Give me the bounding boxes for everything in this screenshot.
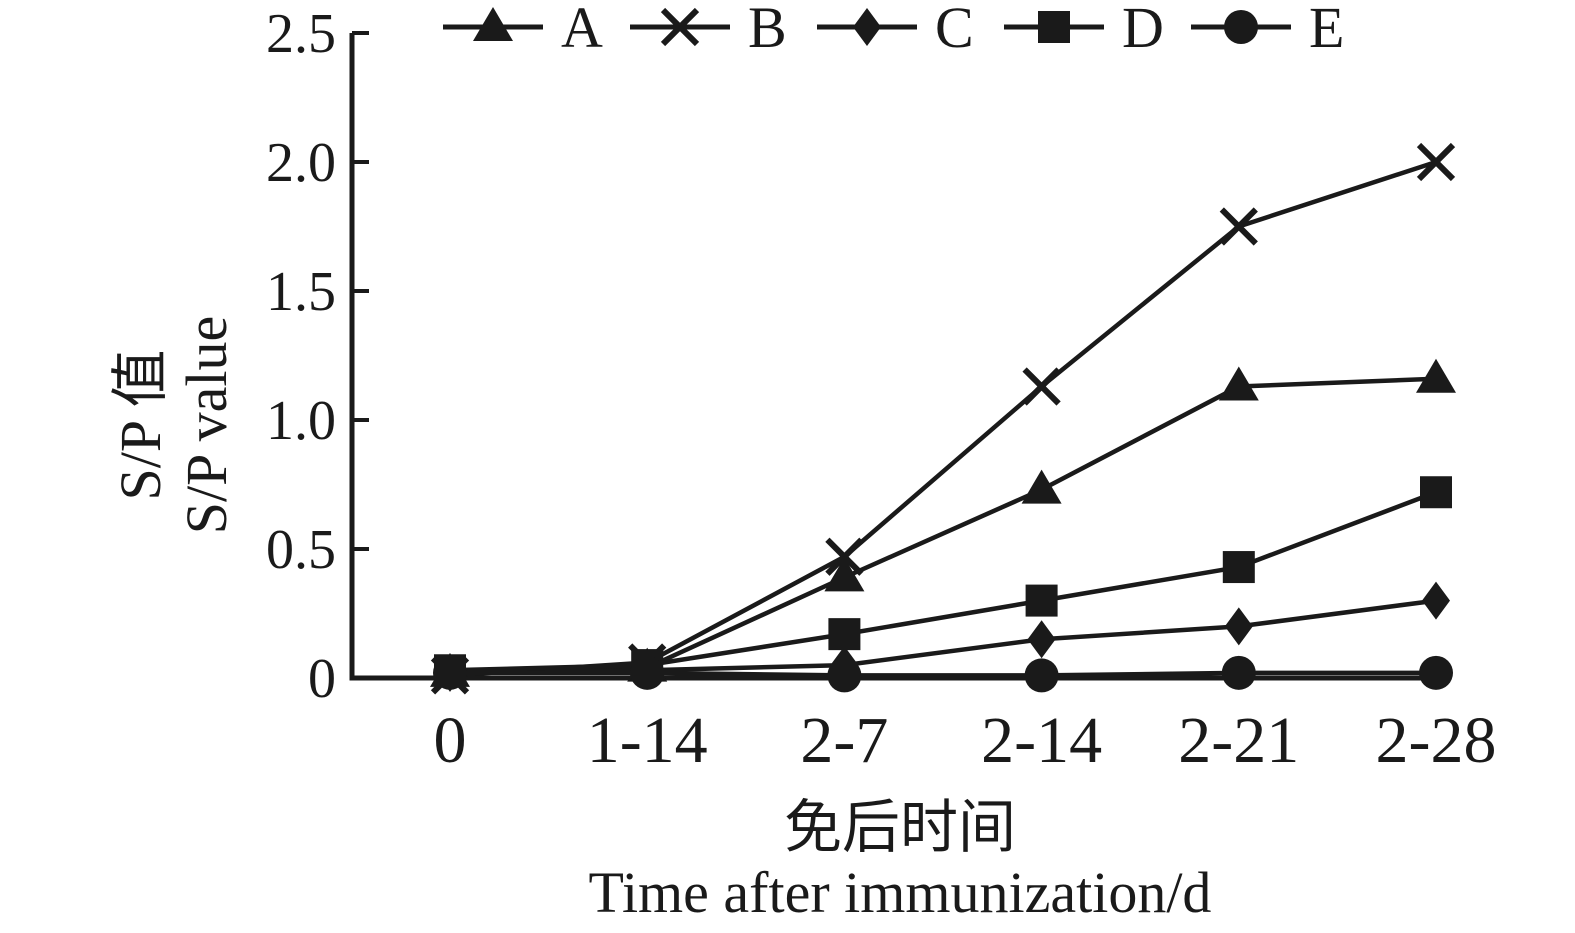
series-B-line bbox=[449, 159, 1437, 678]
y-tick-label: 0 bbox=[308, 648, 336, 710]
series-B-marker bbox=[1022, 367, 1061, 406]
legend: A B C D E bbox=[443, 0, 1344, 60]
legend-label-B: B bbox=[748, 0, 787, 60]
x-tick-label: 0 bbox=[434, 704, 467, 777]
x-axis-title-cn: 免后时间 bbox=[783, 795, 1017, 860]
y-tick-label: 1.5 bbox=[266, 261, 336, 323]
legend-marker-diamond bbox=[853, 8, 881, 46]
x-tick-label: 2-28 bbox=[1376, 704, 1497, 777]
series-D-line bbox=[449, 490, 1437, 673]
series-E-marker bbox=[630, 655, 665, 690]
series-C-marker bbox=[1224, 607, 1253, 646]
series-A-marker bbox=[1416, 358, 1456, 393]
legend-marker-x-cross bbox=[660, 7, 700, 47]
series-C-marker bbox=[1027, 620, 1056, 659]
series-E-marker bbox=[433, 655, 467, 690]
legend-item-A: A bbox=[443, 0, 603, 60]
series-D-marker bbox=[828, 618, 861, 651]
legend-label-E: E bbox=[1309, 0, 1344, 60]
y-tick-label: 2.0 bbox=[266, 132, 336, 194]
series-E-marker bbox=[827, 658, 862, 693]
series-A-marker bbox=[1021, 469, 1062, 504]
legend-label-A: A bbox=[561, 0, 603, 60]
series-E-marker bbox=[1024, 658, 1059, 693]
x-tick-label: 2-21 bbox=[1178, 704, 1299, 777]
y-tick-label: 2.5 bbox=[266, 3, 336, 65]
x-tick-label: 2-14 bbox=[981, 704, 1102, 777]
legend-item-D: D bbox=[1004, 0, 1164, 60]
series-A-marker bbox=[1218, 366, 1259, 401]
y-axis-title-cn: S/P 值 bbox=[108, 349, 173, 501]
series-B-marker bbox=[1416, 142, 1456, 182]
series-A-line bbox=[449, 376, 1437, 676]
x-axis-title-en: Time after immunization/d bbox=[588, 860, 1212, 925]
series-E-marker bbox=[1419, 655, 1453, 690]
series-D-marker bbox=[1025, 584, 1058, 617]
legend-item-E: E bbox=[1191, 0, 1344, 60]
legend-label-D: D bbox=[1122, 0, 1164, 60]
series-B-marker bbox=[825, 537, 864, 576]
legend-marker-square bbox=[1038, 11, 1070, 43]
series-D bbox=[434, 476, 1452, 687]
legend-item-C: C bbox=[817, 0, 974, 60]
y-axis-title-en: S/P value bbox=[174, 315, 239, 535]
series-E-marker bbox=[1221, 655, 1256, 690]
legend-marker-triangle bbox=[473, 7, 513, 41]
legend-item-B: B bbox=[630, 0, 787, 60]
series-A-marker bbox=[824, 557, 865, 592]
legend-label-C: C bbox=[935, 0, 974, 60]
y-tick-label: 1.0 bbox=[266, 390, 336, 452]
series-C-marker bbox=[1422, 581, 1450, 620]
series-E bbox=[433, 655, 1453, 693]
legend-marker-circle bbox=[1224, 10, 1258, 44]
series-D-marker bbox=[1420, 476, 1452, 509]
series-D-marker bbox=[1222, 551, 1255, 584]
x-tick-label: 1-14 bbox=[587, 704, 708, 777]
y-tick-label: 0.5 bbox=[266, 519, 336, 581]
series-B bbox=[430, 142, 1456, 695]
series-E-line bbox=[450, 670, 1436, 678]
series-A bbox=[430, 358, 1456, 687]
x-tick-label: 2-7 bbox=[800, 704, 888, 777]
series-B-marker bbox=[1219, 207, 1258, 246]
series-C-line bbox=[449, 598, 1437, 676]
